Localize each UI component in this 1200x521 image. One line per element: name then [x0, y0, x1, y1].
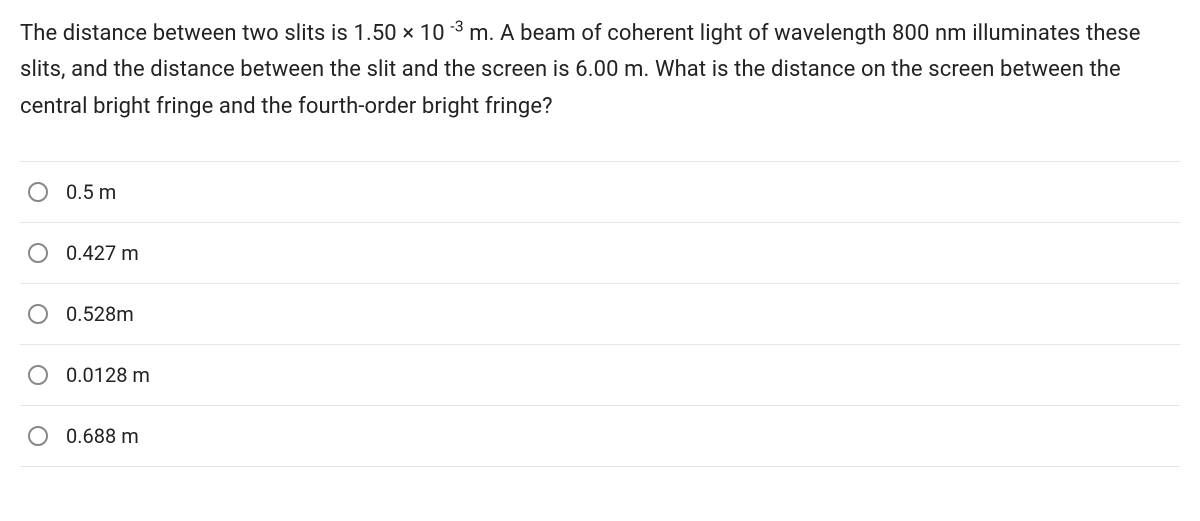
option-2[interactable]: 0.528m: [20, 284, 1180, 345]
question-exponent: -3: [450, 17, 463, 36]
option-0[interactable]: 0.5 m: [20, 162, 1180, 223]
question-text-pre: The distance between two slits is 1.50 ×…: [20, 21, 450, 46]
option-1[interactable]: 0.427 m: [20, 223, 1180, 284]
option-label: 0.5 m: [66, 180, 116, 204]
option-label: 0.528m: [66, 302, 134, 326]
option-label: 0.427 m: [66, 241, 139, 265]
radio-icon: [28, 426, 48, 446]
question-text: The distance between two slits is 1.50 ×…: [20, 16, 1180, 125]
option-4[interactable]: 0.688 m: [20, 406, 1180, 467]
options-list: 0.5 m 0.427 m 0.528m 0.0128 m 0.688 m: [20, 161, 1180, 467]
option-label: 0.688 m: [66, 424, 139, 448]
radio-icon: [28, 182, 48, 202]
radio-icon: [28, 365, 48, 385]
radio-icon: [28, 243, 48, 263]
option-label: 0.0128 m: [66, 363, 150, 387]
option-3[interactable]: 0.0128 m: [20, 345, 1180, 406]
radio-icon: [28, 304, 48, 324]
